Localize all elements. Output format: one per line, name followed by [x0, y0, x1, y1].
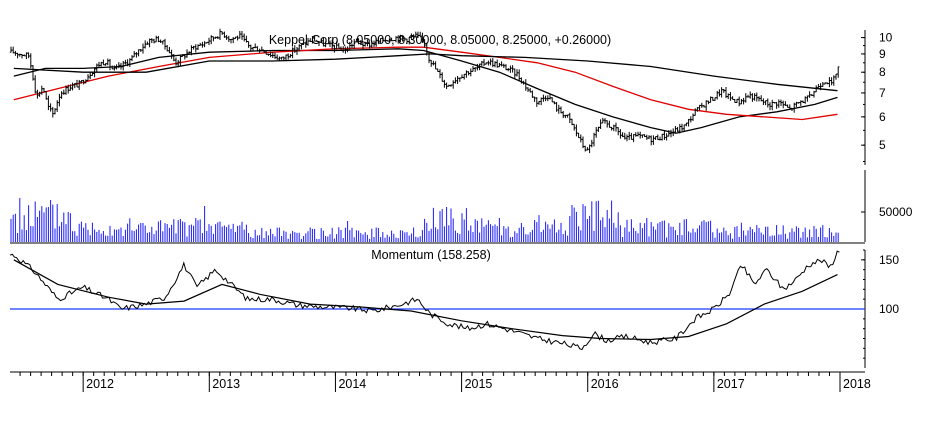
x-axis-year-label: 2014	[338, 377, 366, 391]
price-tick-label: 8	[879, 65, 886, 79]
momentum-chart-title: Momentum (158.258)	[371, 248, 491, 262]
x-axis: 2012 2013 2014 2015 2016 2017 2018	[10, 371, 871, 392]
momentum-signal-line	[13, 259, 838, 341]
moving-average-line-3	[13, 53, 838, 92]
moving-average-line-1	[13, 48, 838, 134]
x-axis-year-label: 2012	[86, 377, 114, 391]
volume-panel: 50000	[10, 170, 913, 244]
x-axis-year-label: 2015	[465, 377, 493, 391]
momentum-tick-label: 150	[879, 253, 899, 267]
x-axis-year-label: 2016	[591, 377, 619, 391]
momentum-line	[9, 250, 840, 351]
price-tick-label: 5	[879, 138, 886, 152]
price-tick-label: 10	[879, 31, 893, 45]
moving-average-line-2	[13, 46, 838, 121]
momentum-panel: 100 150 Momentum (158.258)	[9, 248, 899, 368]
price-tick-label: 7	[879, 86, 886, 100]
price-tick-label: 9	[879, 47, 886, 61]
x-axis-year-label: 2018	[843, 377, 871, 391]
volume-tick-label: 50000	[879, 205, 913, 219]
price-chart-title: Keppel Corp (8.05000, 8.30000, 8.05000, …	[269, 33, 611, 47]
momentum-tick-label: 100	[879, 302, 899, 316]
x-axis-year-label: 2013	[212, 377, 240, 391]
price-panel: 5 6 7 8 9 10 Keppel Corp (8.05000, 8.30000, 8.…	[9, 28, 893, 165]
x-axis-year-label: 2017	[717, 377, 745, 391]
price-tick-label: 6	[879, 110, 886, 124]
